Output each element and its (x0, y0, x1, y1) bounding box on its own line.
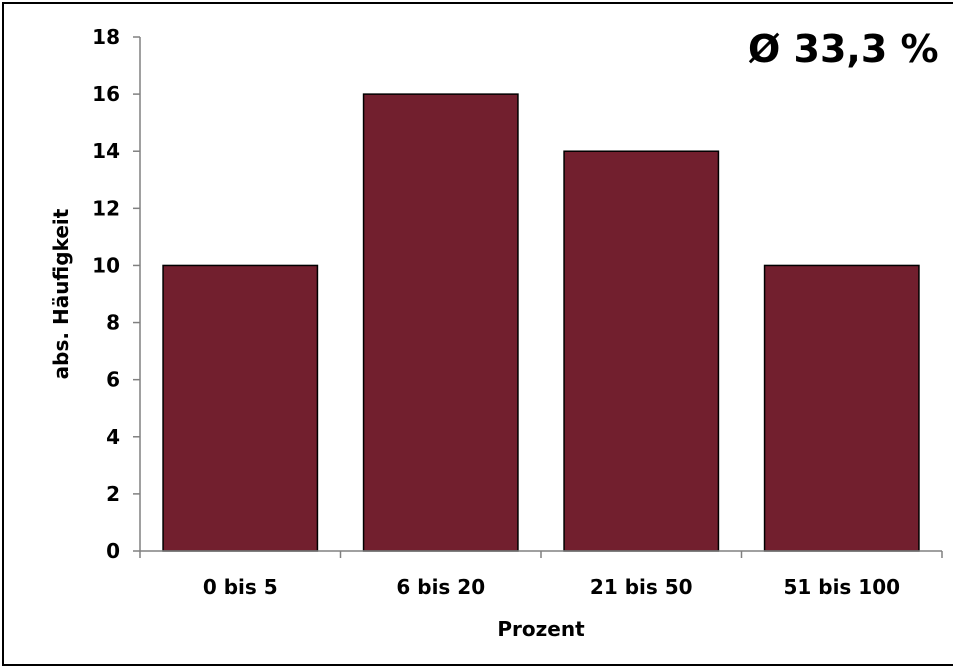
x-axis-title: Prozent (497, 617, 585, 641)
mean-annotation: Ø 33,3 % (748, 27, 939, 71)
y-tick-label: 12 (92, 196, 120, 220)
y-axis-tick-marks (133, 36, 140, 552)
bar-1 (162, 264, 319, 552)
y-tick-label: 8 (106, 311, 120, 335)
x-axis-tick-labels: 0 bis 5 6 bis 20 21 bis 50 51 bis 100 (203, 575, 900, 599)
x-tick-label: 21 bis 50 (590, 575, 693, 599)
y-tick-label: 4 (106, 425, 120, 449)
bar-2 (362, 93, 519, 552)
bars (162, 93, 920, 552)
y-tick-label: 2 (106, 482, 120, 506)
y-tick-label: 18 (92, 25, 120, 49)
x-tick-label: 51 bis 100 (783, 575, 900, 599)
y-tick-label: 16 (92, 82, 120, 106)
y-axis-tick-labels: 0 2 4 6 8 10 12 14 16 18 (92, 25, 120, 563)
x-axis-tick-marks (139, 551, 943, 558)
y-tick-label: 6 (106, 368, 120, 392)
x-tick-label: 0 bis 5 (203, 575, 278, 599)
x-tick-label: 6 bis 20 (396, 575, 485, 599)
y-tick-label: 10 (92, 253, 120, 277)
y-tick-label: 0 (106, 539, 120, 563)
y-tick-label: 14 (92, 139, 120, 163)
y-axis-title: abs. Häufigkeit (49, 208, 73, 379)
bar-4 (763, 264, 920, 552)
bar-3 (563, 150, 720, 552)
